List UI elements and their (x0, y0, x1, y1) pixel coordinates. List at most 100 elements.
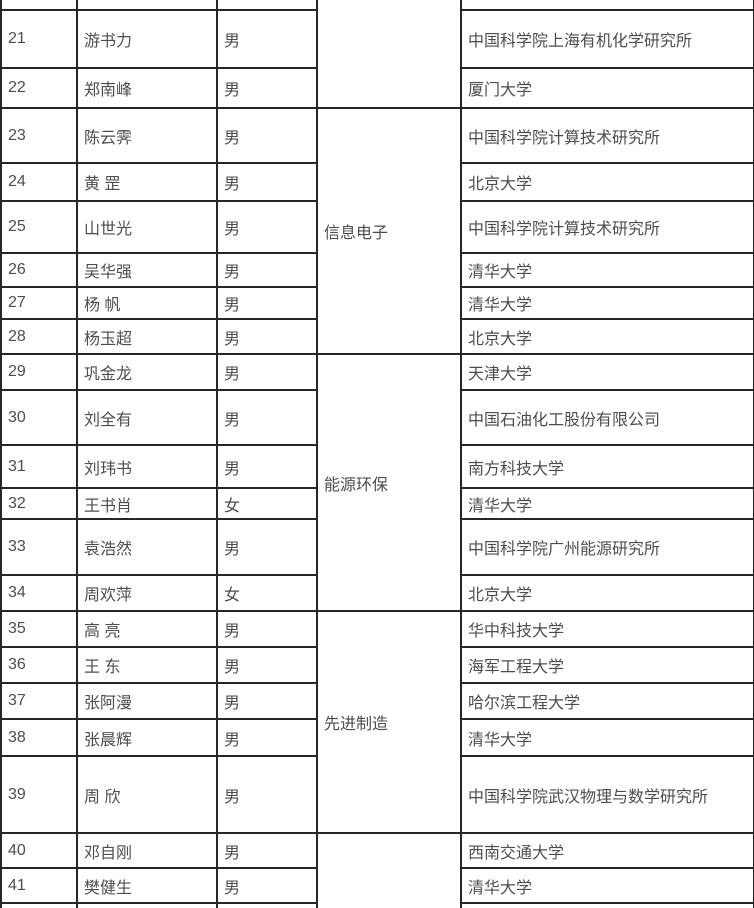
organization-cell: 海军工程大学 (460, 646, 754, 684)
row-number-cell: 22 (0, 67, 78, 109)
organization-cell: 北京大学 (460, 574, 754, 612)
table-row: 35 高 亮男先进制造 华中科技大学 (0, 610, 754, 834)
name-cell: 游书力 (76, 9, 218, 69)
table-row: 28 杨玉超男 北京大学 (0, 318, 754, 355)
table-row: 39 周 欣男 中国科学院武汉物理与数学研究所 (0, 755, 754, 834)
table-row: 27 杨 帆男 清华大学 (0, 286, 754, 320)
gender-cell: 男 (216, 518, 318, 576)
table-row: 36 王 东男 海军工程大学 (0, 646, 754, 684)
organization-cell: 中国科学院广州能源研究所 (460, 518, 754, 576)
table-row: 30 刘全有男 中国石油化工股份有限公司 (0, 389, 754, 446)
gender-cell: 男 (216, 646, 318, 684)
name-cell: 高 亮 (76, 610, 218, 648)
gender-cell: 男 (216, 682, 318, 720)
organization-cell: 南方科技大学 (460, 444, 754, 489)
gender-cell: 男 (216, 444, 318, 489)
table-row: 22 郑南峰男 厦门大学 (0, 67, 754, 109)
gender-cell: 男 (216, 755, 318, 834)
organization-cell: 天津大学 (460, 353, 754, 391)
organization-cell: 中国科学院武汉物理与数学研究所 (460, 755, 754, 834)
table-row: 38 张晨辉男 清华大学 (0, 718, 754, 757)
category-cell-advanced-manufacturing: 先进制造 (316, 610, 462, 834)
organization-cell: 清华大学 (460, 286, 754, 320)
gender-cell: 男 (216, 353, 318, 391)
name-cell: 黄 罡 (76, 162, 218, 202)
gender-cell: 男 (216, 610, 318, 648)
row-number-cell: 30 (0, 389, 78, 446)
row-number-cell: 33 (0, 518, 78, 576)
table-row: 37 张阿漫男 哈尔滨工程大学 (0, 682, 754, 720)
organization-cell: 中国科学院计算技术研究所 (460, 107, 754, 164)
table-row: 32 王书肖女 清华大学 (0, 487, 754, 520)
gender-cell: 男 (216, 286, 318, 320)
table-row: 21 游书力男 中国科学院上海有机化学研究所 (0, 9, 754, 69)
organization-cell (460, 902, 754, 908)
category-cell-unlabeled-top (316, 0, 462, 109)
organization-cell: 清华大学 (460, 487, 754, 520)
organization-cell: 清华大学 (460, 718, 754, 757)
name-cell: 刘全有 (76, 389, 218, 446)
row-number-cell: 40 (0, 832, 78, 869)
organization-cell: 哈尔滨工程大学 (460, 682, 754, 720)
row-number-cell: 24 (0, 162, 78, 202)
row-number-cell: 41 (0, 867, 78, 904)
organization-cell: 清华大学 (460, 252, 754, 288)
organization-cell: 厦门大学 (460, 67, 754, 109)
table-row: 24 黄 罡男 北京大学 (0, 162, 754, 202)
table-row: 25 山世光男 中国科学院计算技术研究所 (0, 200, 754, 254)
gender-cell: 女 (216, 487, 318, 520)
row-number-cell: 21 (0, 9, 78, 69)
partial-table-row (0, 902, 754, 908)
table-row: 26 吴华强男 清华大学 (0, 252, 754, 288)
gender-cell (216, 902, 318, 908)
name-cell: 周 欣 (76, 755, 218, 834)
row-number-cell: 39 (0, 755, 78, 834)
table-row: 34 周欢萍女 北京大学 (0, 574, 754, 612)
organization-cell: 北京大学 (460, 318, 754, 355)
gender-cell: 男 (216, 107, 318, 164)
name-cell: 陈云霁 (76, 107, 218, 164)
name-cell: 邓自刚 (76, 832, 218, 869)
organization-cell: 清华大学 (460, 867, 754, 904)
name-cell: 王 东 (76, 646, 218, 684)
name-cell: 张晨辉 (76, 718, 218, 757)
organization-cell: 中国石油化工股份有限公司 (460, 389, 754, 446)
row-number-cell: 36 (0, 646, 78, 684)
row-number-cell: 25 (0, 200, 78, 254)
category-cell-energy-environment: 能源环保 (316, 353, 462, 612)
table-row: 40 邓自刚男 西南交通大学 (0, 832, 754, 908)
name-cell (76, 0, 218, 11)
organization-cell: 西南交通大学 (460, 832, 754, 869)
name-cell: 巩金龙 (76, 353, 218, 391)
name-cell: 吴华强 (76, 252, 218, 288)
row-number-cell: 23 (0, 107, 78, 164)
name-cell: 杨玉超 (76, 318, 218, 355)
name-cell: 樊健生 (76, 867, 218, 904)
gender-cell: 男 (216, 252, 318, 288)
name-cell: 王书肖 (76, 487, 218, 520)
gender-cell: 男 (216, 162, 318, 202)
row-number-cell: 37 (0, 682, 78, 720)
table-row: 41 樊健生男 清华大学 (0, 867, 754, 904)
name-cell (76, 902, 218, 908)
partial-table-row (0, 0, 754, 109)
row-number-cell: 32 (0, 487, 78, 520)
table-row: 31 刘玮书男 南方科技大学 (0, 444, 754, 489)
row-number-cell: 26 (0, 252, 78, 288)
name-cell: 杨 帆 (76, 286, 218, 320)
organization-cell: 华中科技大学 (460, 610, 754, 648)
row-number-cell: 38 (0, 718, 78, 757)
gender-cell: 男 (216, 389, 318, 446)
gender-cell: 男 (216, 67, 318, 109)
row-number-cell (0, 902, 78, 908)
name-cell: 刘玮书 (76, 444, 218, 489)
table-row: 29 巩金龙男能源环保 天津大学 (0, 353, 754, 612)
name-cell: 周欢萍 (76, 574, 218, 612)
row-number-cell: 27 (0, 286, 78, 320)
gender-cell: 男 (216, 318, 318, 355)
category-cell-info-electronics: 信息电子 (316, 107, 462, 355)
organization-cell: 北京大学 (460, 162, 754, 202)
name-cell: 张阿漫 (76, 682, 218, 720)
